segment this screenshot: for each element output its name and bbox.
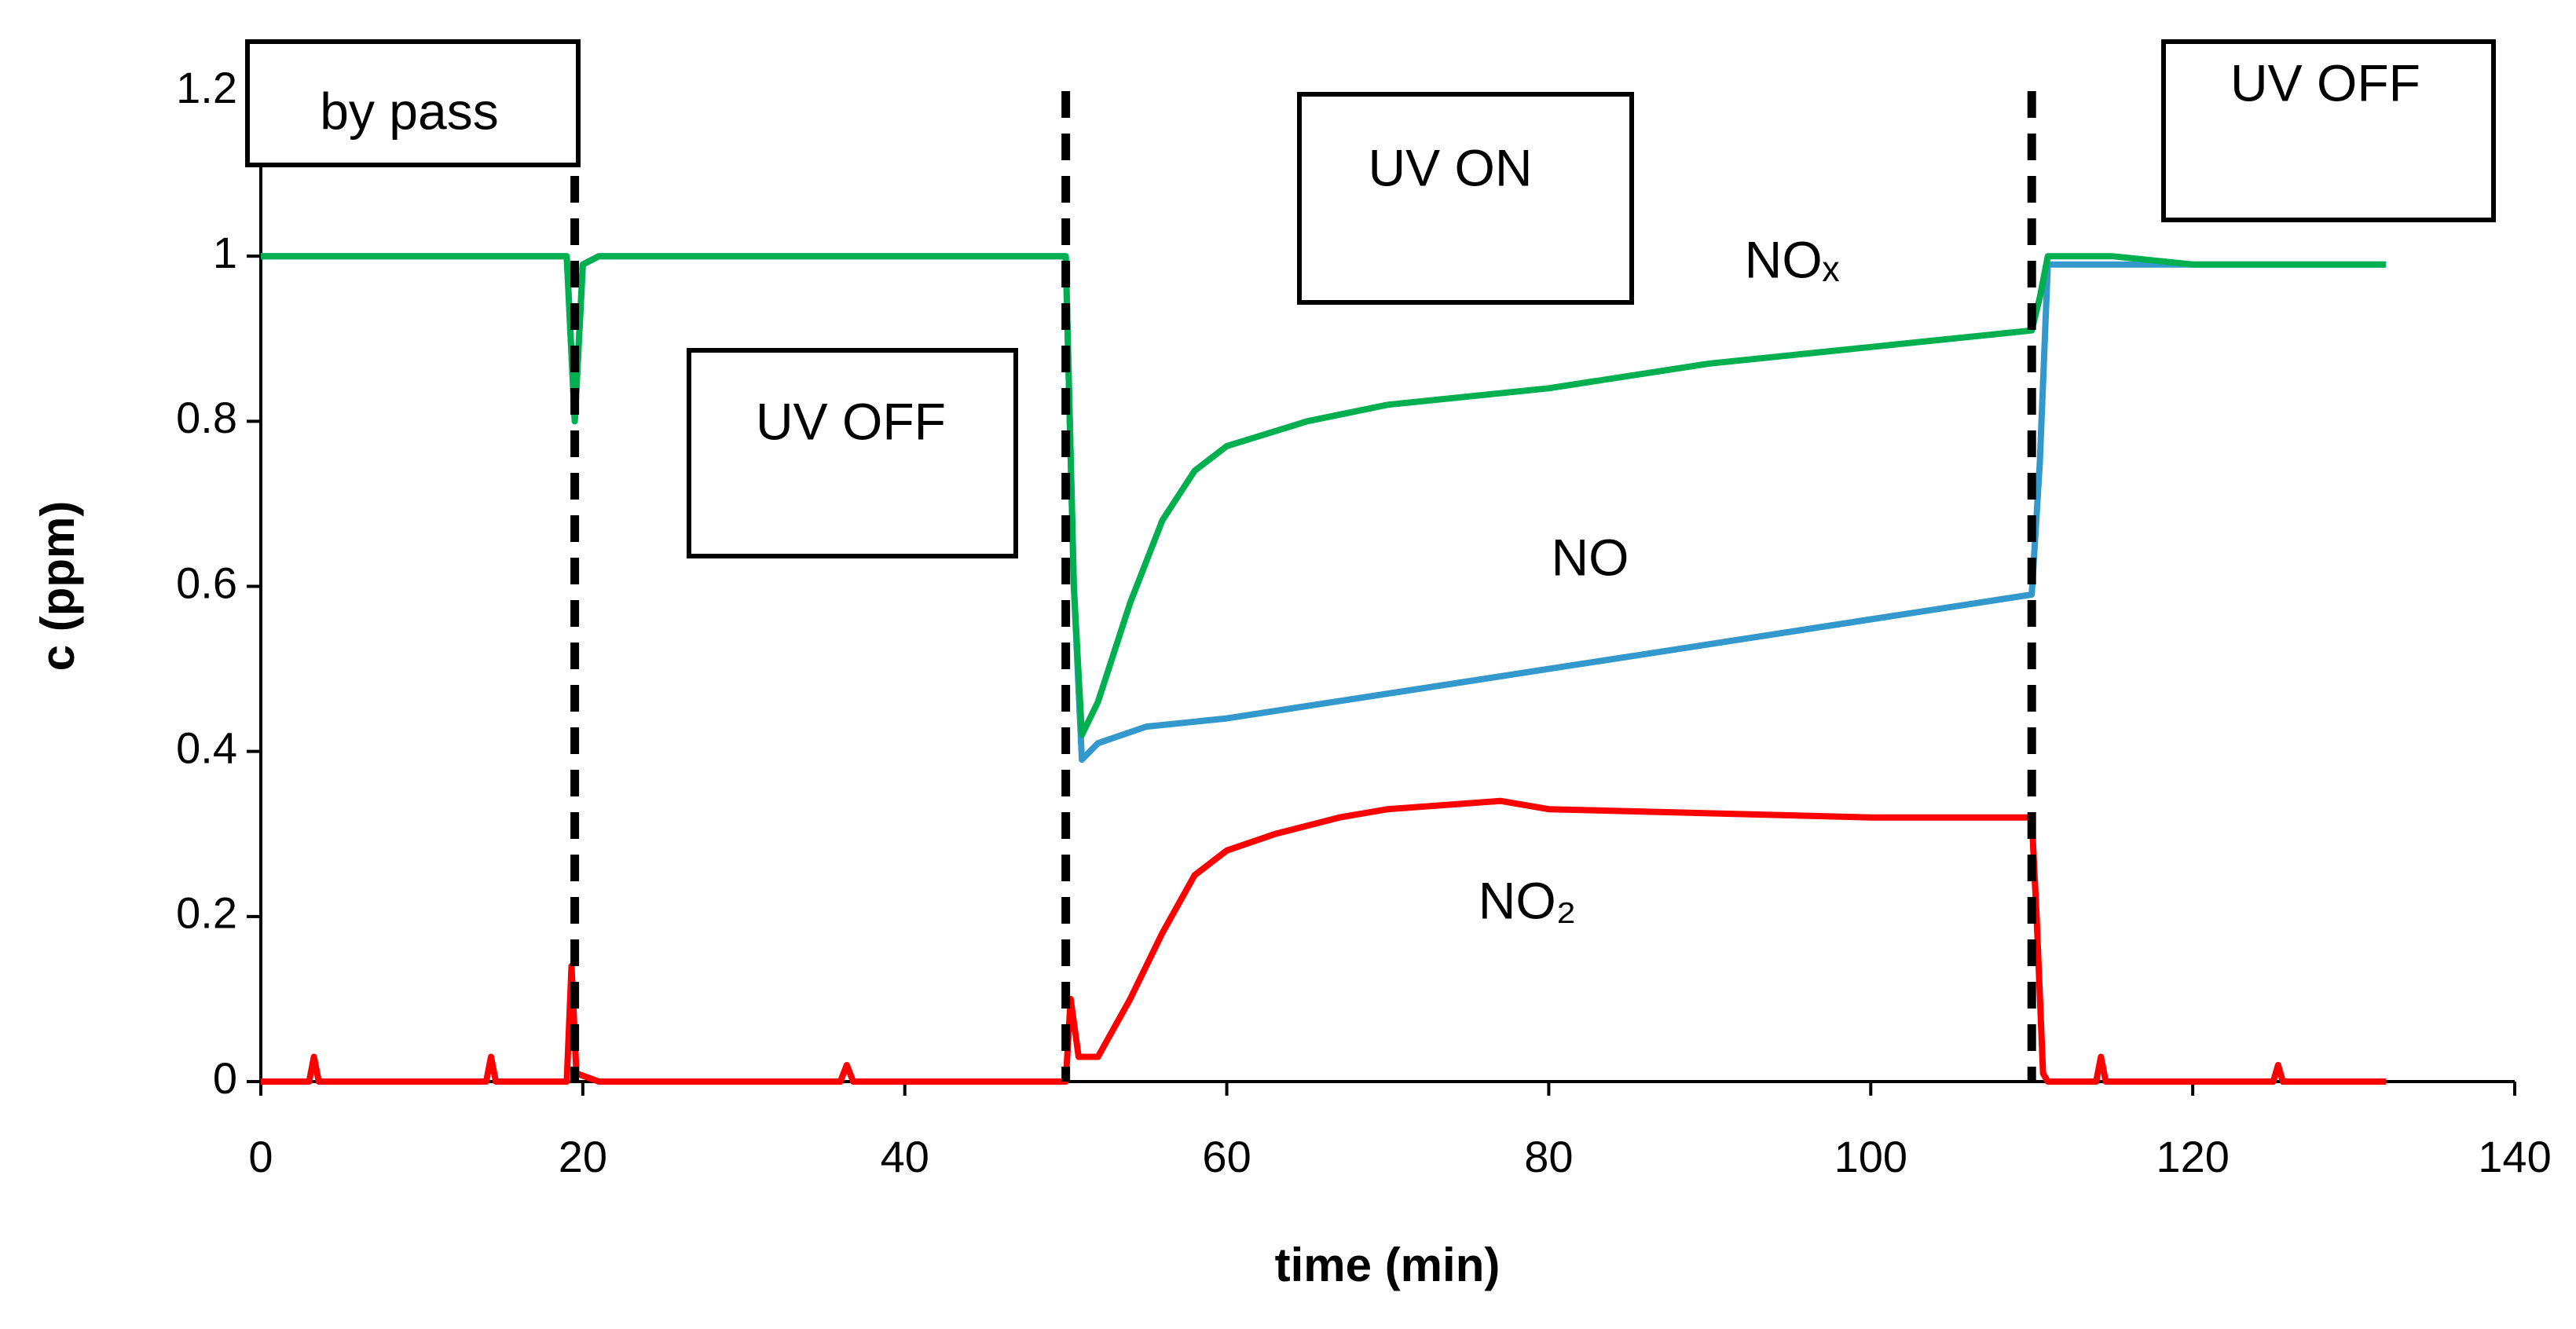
y-tick-label: 0.8 bbox=[176, 393, 237, 442]
annotation: UV OFF bbox=[2230, 53, 2420, 112]
x-tick-label: 0 bbox=[248, 1132, 273, 1181]
y-tick-label: 0.6 bbox=[176, 558, 237, 607]
series-label: NO₂ bbox=[1479, 871, 1577, 929]
x-tick-label: 100 bbox=[1834, 1132, 1907, 1181]
series-line bbox=[261, 797, 2387, 1085]
annotation: UV ON bbox=[1368, 138, 1532, 196]
annotation: by pass bbox=[320, 82, 498, 140]
y-tick-label: 1.2 bbox=[176, 63, 237, 112]
x-tick-label: 60 bbox=[1202, 1132, 1251, 1181]
annotation-box bbox=[2161, 39, 2496, 222]
y-axis-title: c (ppm) bbox=[31, 501, 84, 672]
x-axis-title: time (min) bbox=[1275, 1239, 1501, 1291]
plot-area: 0 0.2 0.4 0.6 0.8 1 1.2 0 20 40 60 80 100 120 140 bbox=[176, 63, 2552, 1181]
annotation: UV OFF bbox=[756, 392, 946, 450]
x-tick-label: 40 bbox=[881, 1132, 929, 1181]
x-tick-label: 20 bbox=[559, 1132, 607, 1181]
y-tick-label: 1 bbox=[213, 228, 237, 277]
series-label: NOₓ bbox=[1745, 230, 1840, 288]
x-tick-label: 140 bbox=[2478, 1132, 2551, 1181]
x-tick-label: 80 bbox=[1524, 1132, 1573, 1181]
annotation-box bbox=[687, 348, 1018, 558]
annotation-box bbox=[245, 39, 581, 167]
y-tick-label: 0.2 bbox=[176, 888, 237, 938]
annotation-box bbox=[1297, 92, 1634, 305]
x-tick-label: 120 bbox=[2156, 1132, 2229, 1181]
y-tick-label: 0.4 bbox=[176, 723, 237, 772]
annotations: by pass UV OFF UV ON UV OFF NOₓ NO NO₂ t… bbox=[31, 39, 2496, 1291]
series-label: NO bbox=[1552, 528, 1629, 586]
y-tick-label: 0 bbox=[213, 1053, 237, 1103]
series-line bbox=[261, 253, 2387, 738]
